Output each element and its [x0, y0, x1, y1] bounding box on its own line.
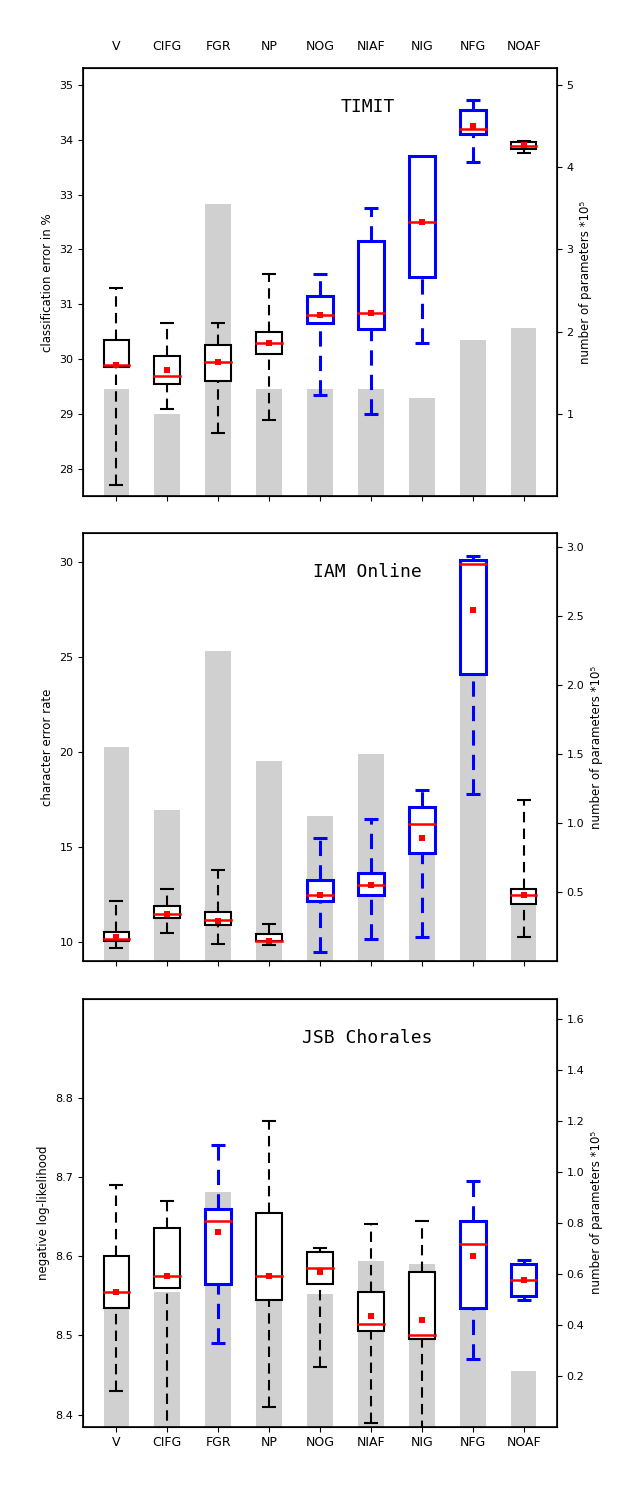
Bar: [257, 389, 282, 496]
Bar: [307, 1253, 333, 1284]
Bar: [104, 1279, 129, 1427]
Bar: [358, 1262, 383, 1427]
Bar: [460, 583, 486, 961]
Bar: [358, 755, 383, 961]
Text: NP: NP: [260, 40, 278, 53]
Text: NIG: NIG: [410, 40, 433, 53]
Bar: [257, 933, 282, 942]
Bar: [460, 110, 486, 134]
Y-axis label: number of parameters *10⁵: number of parameters *10⁵: [590, 1131, 603, 1294]
Bar: [257, 331, 282, 354]
Bar: [154, 415, 180, 496]
Bar: [511, 1265, 536, 1296]
Bar: [409, 844, 435, 961]
Bar: [104, 340, 129, 367]
Bar: [104, 1256, 129, 1308]
Bar: [205, 1192, 231, 1427]
Bar: [409, 398, 435, 496]
Bar: [257, 1291, 282, 1427]
Y-axis label: number of parameters *10⁵: number of parameters *10⁵: [590, 666, 603, 829]
Bar: [205, 204, 231, 496]
Bar: [358, 241, 383, 328]
Text: NOAF: NOAF: [506, 40, 541, 53]
Text: CIFG: CIFG: [152, 40, 182, 53]
Bar: [460, 1220, 486, 1308]
Text: FGR: FGR: [205, 40, 231, 53]
Bar: [409, 156, 435, 276]
Bar: [154, 1291, 180, 1427]
Bar: [104, 389, 129, 496]
Y-axis label: classification error in %: classification error in %: [41, 212, 54, 352]
Bar: [205, 651, 231, 961]
Text: V: V: [112, 40, 120, 53]
Bar: [205, 345, 231, 380]
Bar: [460, 1271, 486, 1427]
Y-axis label: number of parameters *10⁵: number of parameters *10⁵: [579, 201, 592, 364]
Bar: [358, 872, 383, 895]
Bar: [511, 327, 536, 496]
Text: JSB Chorales: JSB Chorales: [302, 1028, 433, 1046]
Bar: [257, 1213, 282, 1300]
Text: IAM Online: IAM Online: [313, 563, 422, 581]
Bar: [154, 810, 180, 961]
Y-axis label: character error rate: character error rate: [41, 690, 54, 805]
Bar: [409, 1263, 435, 1427]
Bar: [205, 912, 231, 926]
Y-axis label: negative log-likelihood: negative log-likelihood: [37, 1146, 50, 1279]
Text: TIMIT: TIMIT: [340, 98, 394, 116]
Text: NOG: NOG: [305, 40, 335, 53]
Bar: [511, 1370, 536, 1427]
Bar: [154, 906, 180, 918]
Bar: [358, 389, 383, 496]
Bar: [409, 1272, 435, 1339]
Bar: [409, 807, 435, 853]
Text: NFG: NFG: [460, 40, 486, 53]
Bar: [511, 889, 536, 905]
Bar: [154, 357, 180, 383]
Bar: [257, 761, 282, 961]
Bar: [511, 899, 536, 961]
Bar: [511, 143, 536, 149]
Bar: [307, 816, 333, 961]
Bar: [154, 1229, 180, 1288]
Bar: [358, 1291, 383, 1331]
Text: NIAF: NIAF: [356, 40, 385, 53]
Bar: [104, 747, 129, 961]
Bar: [307, 389, 333, 496]
Bar: [104, 932, 129, 942]
Bar: [307, 296, 333, 324]
Bar: [307, 1294, 333, 1427]
Bar: [460, 340, 486, 496]
Bar: [307, 880, 333, 901]
Bar: [460, 560, 486, 675]
Bar: [205, 1208, 231, 1284]
